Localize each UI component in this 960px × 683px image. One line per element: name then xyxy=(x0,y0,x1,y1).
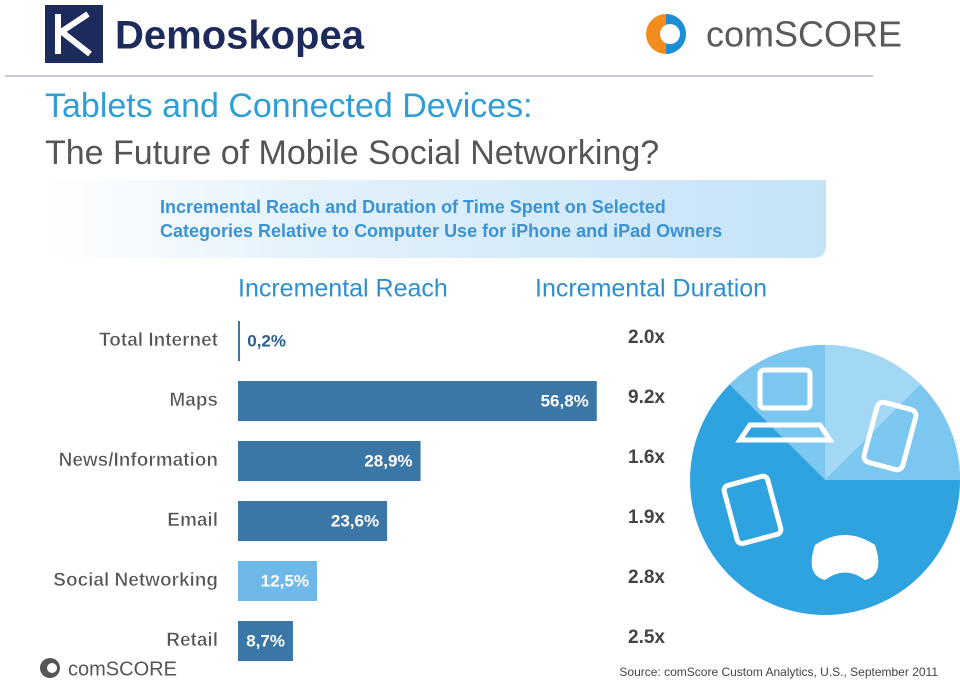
devices-illustration xyxy=(690,345,960,615)
category-label: Maps xyxy=(169,390,218,411)
column-header: Incremental Duration xyxy=(535,275,767,303)
logo-text: Demoskopea xyxy=(115,14,365,58)
demoskopea-logo: Demoskopea xyxy=(45,5,365,63)
category-label: Total Internet xyxy=(99,330,219,351)
value-label: 8,7% xyxy=(246,631,285,650)
value-label: 0,2% xyxy=(247,331,286,350)
bar xyxy=(238,441,421,481)
category-label: Email xyxy=(167,510,218,531)
bar xyxy=(238,321,240,361)
value-label: 23,6% xyxy=(331,511,379,530)
bar xyxy=(238,561,317,601)
logo-text: comSCORE xyxy=(706,14,902,55)
footer-logo: comSCORE xyxy=(40,658,177,680)
category-label: Social Networking xyxy=(53,570,218,591)
logo-text: comSCORE xyxy=(68,658,177,680)
duration-label: 2.5x xyxy=(628,627,665,648)
bar xyxy=(238,501,388,541)
subtitle-band xyxy=(40,180,826,258)
category-label: News/Information xyxy=(59,450,218,471)
duration-label: 2.0x xyxy=(628,327,665,348)
value-label: 12,5% xyxy=(261,571,309,590)
source: Source: comScore Custom Analytics, U.S.,… xyxy=(619,665,938,679)
value-label: 28,9% xyxy=(364,451,412,470)
bar xyxy=(238,381,597,421)
category-label: Retail xyxy=(166,630,218,651)
column-header: Incremental Reach xyxy=(238,275,448,303)
subtitle: Categories Relative to Computer Use for … xyxy=(160,221,722,241)
subtitle: Incremental Reach and Duration of Time S… xyxy=(160,197,666,217)
duration-label: 1.9x xyxy=(628,507,665,528)
bar xyxy=(238,621,293,661)
title: Tablets and Connected Devices: xyxy=(45,87,533,125)
comscore-logo: comSCORE xyxy=(646,14,902,55)
duration-label: 9.2x xyxy=(628,387,665,408)
duration-label: 1.6x xyxy=(628,447,665,468)
duration-label: 2.8x xyxy=(628,567,665,588)
title: The Future of Mobile Social Networking? xyxy=(45,134,659,172)
value-label: 56,8% xyxy=(541,391,589,410)
